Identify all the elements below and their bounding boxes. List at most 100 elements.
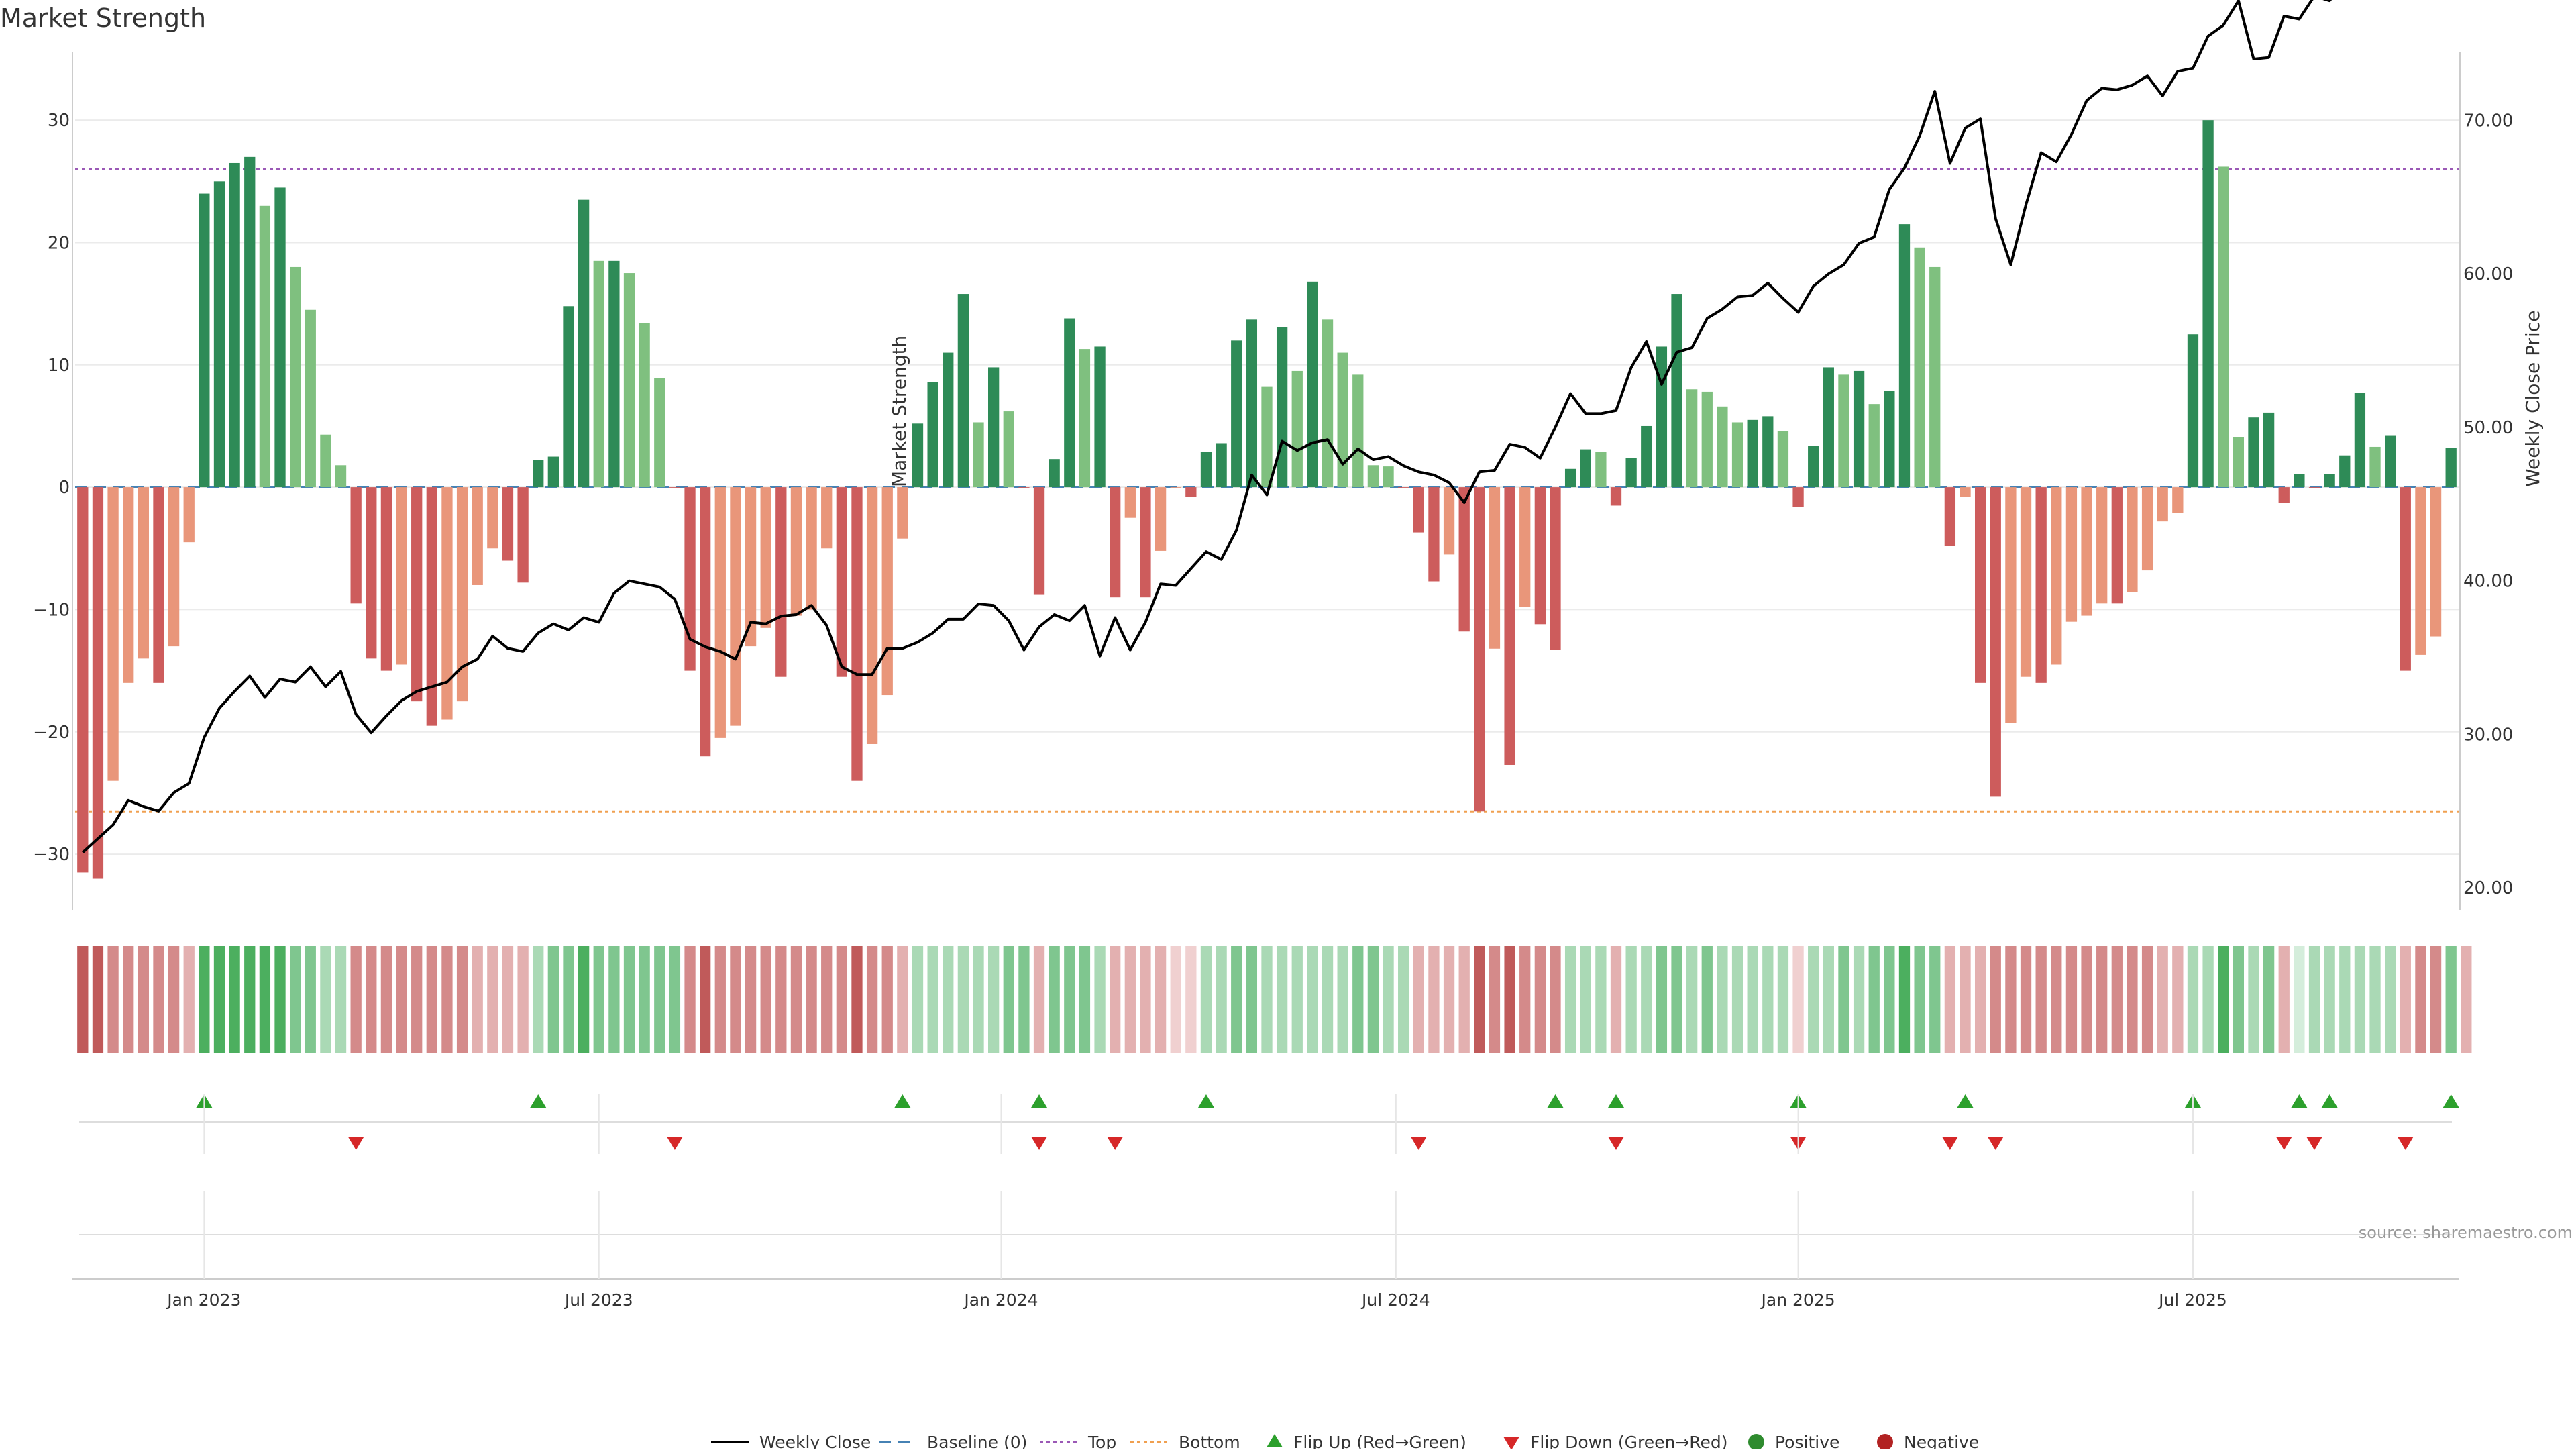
regime-cell [2202,946,2214,1053]
regime-cell [259,946,271,1053]
strength-bar [320,434,331,488]
regime-cell [2400,946,2411,1053]
regime-cell [2157,946,2168,1053]
strength-bar [305,309,316,488]
strength-bar [1231,340,1242,488]
regime-cell [1094,946,1106,1053]
flip-down-marker [2306,1137,2323,1150]
regime-cell [2308,946,2320,1053]
regime-cell [1898,946,1911,1053]
strength-bar [2187,334,2199,488]
strength-bar [1307,281,1318,488]
regime-cell [441,946,453,1053]
regime-cell [1383,946,1394,1053]
strength-bar [1625,458,1637,488]
regime-cell [1337,946,1348,1053]
regime-cell [411,946,423,1053]
strength-bar [2081,487,2092,616]
legend-label: Flip Down (Green→Red) [1530,1433,1728,1449]
strength-bar [1974,487,1986,683]
flip-up-marker [2291,1094,2308,1108]
y2-tick-label: 50.00 [2463,418,2513,438]
strength-bar [1049,459,1060,488]
regime-cell [153,946,164,1053]
regime-cell [714,946,726,1053]
regime-cell [1838,946,1849,1053]
regime-cell [639,946,650,1053]
regime-cell [745,946,757,1053]
strength-bar [608,260,620,488]
strength-bar [168,487,180,647]
strength-bar [1853,370,1865,488]
strength-bar [1550,487,1561,650]
regime-cell [213,946,225,1053]
regime-cell [654,946,665,1053]
strength-bar [1428,487,1440,582]
flip-down-marker [1031,1137,1048,1150]
regime-cell [2081,946,2092,1053]
x-tick-label: Jul 2024 [1360,1290,1430,1310]
strength-bar [1884,391,1895,488]
regime-cell [1428,946,1440,1053]
strength-bar [1246,319,1258,488]
y2-tick-label: 40.00 [2463,572,2513,592]
y2-axis-label: Weekly Close Price [2522,311,2544,487]
regime-cell [1489,946,1501,1053]
strength-bar [1291,370,1303,488]
regime-cell [1079,946,1091,1053]
regime-cell [1747,946,1758,1053]
regime-cell [1261,946,1273,1053]
strength-bar [1185,487,1197,497]
strength-bar [2051,487,2062,665]
strength-bar [2385,435,2396,488]
strength-bar [730,487,741,726]
regime-cell [2324,946,2335,1053]
x-tick-label: Jan 2025 [1760,1290,1835,1310]
regime-cell [1352,946,1364,1053]
regime-cell [1686,946,1698,1053]
regime-cell [2233,946,2245,1053]
strength-bar [745,487,757,647]
strength-bar [1018,487,1030,488]
strength-bar [2218,166,2229,488]
regime-cell [700,946,711,1053]
strength-bar [487,487,498,549]
regime-cell [517,946,529,1053]
regime-cell [199,946,210,1053]
strength-bar [456,487,468,702]
regime-cell [912,946,924,1053]
flip-up-marker [2321,1094,2338,1108]
strength-bar [1610,487,1622,506]
y2-tick-label: 30.00 [2463,725,2513,745]
strength-bar [1079,349,1091,488]
strength-bar [1367,465,1379,488]
regime-cell [1170,946,1181,1053]
legend-label: Flip Up (Red→Green) [1293,1433,1466,1449]
strength-bar [2127,487,2138,592]
strength-bar [1064,318,1075,488]
flip-up-marker [1608,1094,1625,1108]
strength-bar [2308,487,2320,488]
regime-cell [1246,946,1258,1053]
strength-bar [714,487,726,738]
regime-cell [1595,946,1607,1053]
flip-up-marker [1957,1094,1974,1108]
strength-bar [547,456,559,488]
strength-bar [1352,374,1364,488]
flip-up-marker [2443,1094,2459,1108]
regime-cell [1367,946,1379,1053]
regime-cell [1823,946,1834,1053]
strength-bar [274,187,286,488]
regime-cell [2172,946,2184,1053]
regime-cell [350,946,362,1053]
strength-bar [1731,422,1743,488]
strength-bar [1094,346,1106,488]
strength-bar [2400,487,2411,671]
regime-cell [1731,946,1743,1053]
strength-bar [411,487,423,702]
strength-bar [1489,487,1501,649]
strength-bar [1701,391,1713,488]
regime-cell [1140,946,1151,1053]
strength-bar [259,205,271,488]
regime-cell [821,946,833,1053]
